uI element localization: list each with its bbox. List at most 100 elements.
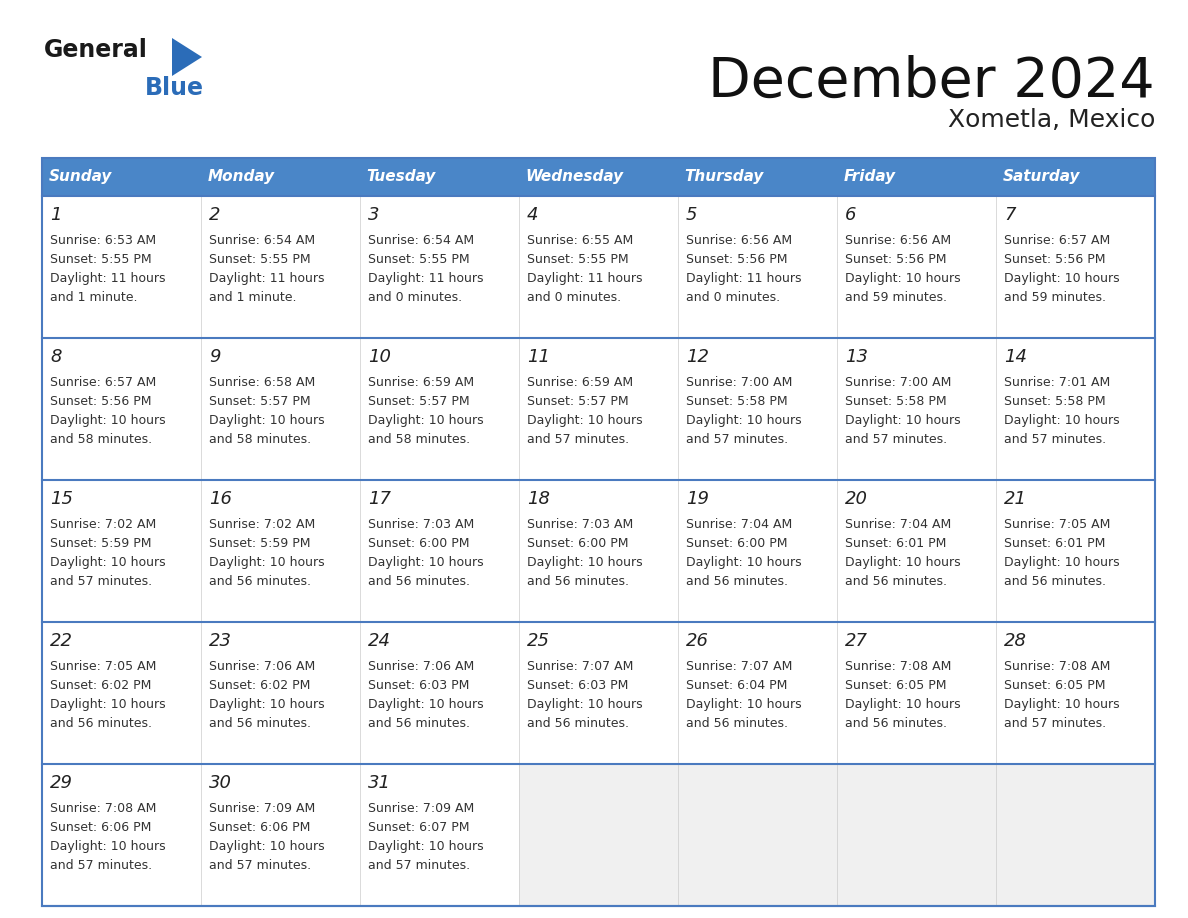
Text: Daylight: 10 hours: Daylight: 10 hours — [685, 556, 802, 569]
Text: 5: 5 — [685, 206, 697, 224]
Text: 4: 4 — [527, 206, 538, 224]
Text: 17: 17 — [368, 490, 391, 508]
Text: Tuesday: Tuesday — [366, 170, 436, 185]
Text: Sunset: 6:02 PM: Sunset: 6:02 PM — [209, 679, 310, 692]
Text: Sunrise: 6:54 AM: Sunrise: 6:54 AM — [209, 234, 315, 247]
Bar — [42, 480, 201, 622]
Text: 20: 20 — [845, 490, 868, 508]
Text: Sunrise: 7:04 AM: Sunrise: 7:04 AM — [685, 518, 792, 531]
Text: 2: 2 — [209, 206, 221, 224]
Text: December 2024: December 2024 — [708, 55, 1155, 109]
Bar — [360, 480, 519, 622]
Bar — [42, 158, 1155, 196]
Text: and 59 minutes.: and 59 minutes. — [845, 291, 947, 304]
Text: Daylight: 11 hours: Daylight: 11 hours — [368, 272, 484, 285]
Text: Sunrise: 7:02 AM: Sunrise: 7:02 AM — [50, 518, 156, 531]
Text: Sunset: 6:01 PM: Sunset: 6:01 PM — [1004, 537, 1105, 550]
Bar — [42, 764, 201, 906]
Text: and 59 minutes.: and 59 minutes. — [1004, 291, 1106, 304]
Text: Daylight: 10 hours: Daylight: 10 hours — [527, 556, 643, 569]
Text: and 0 minutes.: and 0 minutes. — [368, 291, 462, 304]
Text: and 57 minutes.: and 57 minutes. — [1004, 717, 1106, 730]
Bar — [519, 622, 678, 764]
Text: Sunset: 5:57 PM: Sunset: 5:57 PM — [527, 395, 628, 408]
Text: Daylight: 10 hours: Daylight: 10 hours — [527, 698, 643, 711]
Bar — [360, 764, 519, 906]
Text: Sunset: 6:03 PM: Sunset: 6:03 PM — [368, 679, 469, 692]
Text: and 58 minutes.: and 58 minutes. — [50, 433, 152, 446]
Text: Sunset: 5:55 PM: Sunset: 5:55 PM — [368, 253, 469, 266]
Bar — [201, 764, 360, 906]
Bar — [519, 480, 678, 622]
Bar — [42, 622, 201, 764]
Text: 22: 22 — [50, 632, 72, 650]
Bar — [838, 764, 996, 906]
Text: and 57 minutes.: and 57 minutes. — [50, 575, 152, 588]
Text: and 56 minutes.: and 56 minutes. — [209, 575, 311, 588]
Text: Daylight: 10 hours: Daylight: 10 hours — [845, 272, 961, 285]
Text: Sunset: 6:00 PM: Sunset: 6:00 PM — [685, 537, 788, 550]
Text: 26: 26 — [685, 632, 709, 650]
Text: Daylight: 10 hours: Daylight: 10 hours — [50, 698, 165, 711]
Text: Sunset: 6:06 PM: Sunset: 6:06 PM — [50, 821, 151, 834]
Text: and 56 minutes.: and 56 minutes. — [845, 717, 947, 730]
Text: and 58 minutes.: and 58 minutes. — [368, 433, 470, 446]
Text: and 56 minutes.: and 56 minutes. — [845, 575, 947, 588]
Text: Sunrise: 6:59 AM: Sunrise: 6:59 AM — [368, 376, 474, 389]
Text: Sunset: 5:58 PM: Sunset: 5:58 PM — [845, 395, 947, 408]
Text: 30: 30 — [209, 774, 232, 792]
Bar — [519, 338, 678, 480]
Text: Sunset: 5:55 PM: Sunset: 5:55 PM — [527, 253, 628, 266]
Bar — [996, 764, 1155, 906]
Text: and 57 minutes.: and 57 minutes. — [50, 859, 152, 872]
Text: 29: 29 — [50, 774, 72, 792]
Bar — [42, 158, 1155, 906]
Text: Sunrise: 6:56 AM: Sunrise: 6:56 AM — [845, 234, 952, 247]
Text: Daylight: 10 hours: Daylight: 10 hours — [368, 840, 484, 853]
Text: Thursday: Thursday — [684, 170, 764, 185]
Text: 31: 31 — [368, 774, 391, 792]
Text: Daylight: 10 hours: Daylight: 10 hours — [1004, 414, 1119, 427]
Text: Sunset: 6:06 PM: Sunset: 6:06 PM — [209, 821, 310, 834]
Text: Daylight: 10 hours: Daylight: 10 hours — [209, 556, 324, 569]
Text: Daylight: 10 hours: Daylight: 10 hours — [50, 840, 165, 853]
Text: Daylight: 10 hours: Daylight: 10 hours — [527, 414, 643, 427]
Text: Sunset: 6:05 PM: Sunset: 6:05 PM — [1004, 679, 1106, 692]
Bar — [201, 338, 360, 480]
Text: Sunset: 5:55 PM: Sunset: 5:55 PM — [209, 253, 310, 266]
Text: 6: 6 — [845, 206, 857, 224]
Text: 25: 25 — [527, 632, 550, 650]
Bar — [42, 338, 201, 480]
Bar — [519, 764, 678, 906]
Bar — [201, 480, 360, 622]
Text: 12: 12 — [685, 348, 709, 366]
Text: Sunrise: 7:03 AM: Sunrise: 7:03 AM — [527, 518, 633, 531]
Text: and 1 minute.: and 1 minute. — [209, 291, 297, 304]
Text: Daylight: 10 hours: Daylight: 10 hours — [685, 414, 802, 427]
Text: and 57 minutes.: and 57 minutes. — [1004, 433, 1106, 446]
Bar — [360, 196, 519, 338]
Text: Daylight: 10 hours: Daylight: 10 hours — [1004, 698, 1119, 711]
Text: 28: 28 — [1004, 632, 1026, 650]
Text: Blue: Blue — [145, 76, 204, 100]
Text: and 57 minutes.: and 57 minutes. — [527, 433, 630, 446]
Text: Daylight: 10 hours: Daylight: 10 hours — [1004, 272, 1119, 285]
Text: Sunrise: 7:01 AM: Sunrise: 7:01 AM — [1004, 376, 1111, 389]
Text: Sunrise: 6:57 AM: Sunrise: 6:57 AM — [50, 376, 156, 389]
Text: Sunrise: 7:07 AM: Sunrise: 7:07 AM — [685, 660, 792, 673]
Text: and 57 minutes.: and 57 minutes. — [368, 859, 470, 872]
Text: Sunset: 5:55 PM: Sunset: 5:55 PM — [50, 253, 152, 266]
Text: Sunrise: 7:02 AM: Sunrise: 7:02 AM — [209, 518, 315, 531]
Text: Daylight: 10 hours: Daylight: 10 hours — [368, 556, 484, 569]
Bar — [996, 196, 1155, 338]
Text: and 56 minutes.: and 56 minutes. — [1004, 575, 1106, 588]
Bar — [838, 338, 996, 480]
Text: 8: 8 — [50, 348, 62, 366]
Text: and 0 minutes.: and 0 minutes. — [527, 291, 621, 304]
Text: 16: 16 — [209, 490, 232, 508]
Text: Sunset: 6:03 PM: Sunset: 6:03 PM — [527, 679, 628, 692]
Text: Xometla, Mexico: Xometla, Mexico — [948, 108, 1155, 132]
Bar — [42, 196, 201, 338]
Text: Friday: Friday — [843, 170, 896, 185]
Text: Daylight: 11 hours: Daylight: 11 hours — [527, 272, 643, 285]
